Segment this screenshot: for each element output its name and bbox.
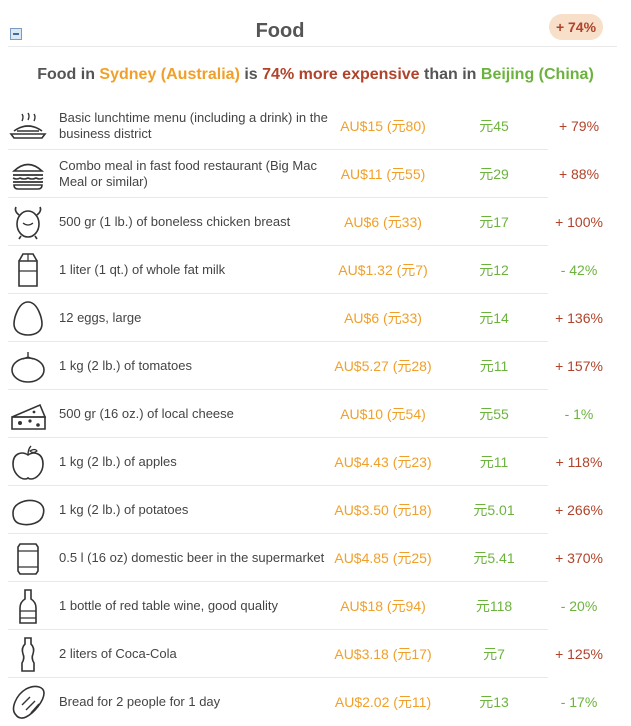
price-table: Basic lunchtime menu (including a drink)…: [0, 102, 631, 725]
price-difference: + 370%: [548, 534, 610, 581]
item-label[interactable]: 500 gr (1 lb.) of boneless chicken breas…: [59, 198, 329, 245]
comparison-summary: Food in Sydney (Australia) is 74% more e…: [0, 66, 631, 84]
table-row: 1 kg (2 lb.) of apples AU$4.43 (元23) 元11 + …: [8, 438, 548, 486]
item-label[interactable]: Combo meal in fast food restaurant (Big …: [59, 150, 329, 197]
table-row: 500 gr (1 lb.) of boneless chicken breas…: [8, 198, 548, 246]
table-row: Combo meal in fast food restaurant (Big …: [8, 150, 548, 198]
price-sydney: AU$3.50 (元18): [325, 486, 441, 533]
price-sydney: AU$11 (元55): [325, 150, 441, 197]
item-label[interactable]: Bread for 2 people for 1 day: [59, 678, 329, 725]
item-label[interactable]: 1 bottle of red table wine, good quality: [59, 582, 329, 629]
beer-can-icon: [8, 539, 48, 577]
item-label[interactable]: Basic lunchtime menu (including a drink)…: [59, 102, 329, 149]
item-label[interactable]: 2 liters of Coca-Cola: [59, 630, 329, 677]
price-sydney: AU$18 (元94): [325, 582, 441, 629]
tomato-icon: [8, 347, 48, 385]
table-row: Basic lunchtime menu (including a drink)…: [8, 102, 548, 150]
page-title: Food: [0, 20, 560, 43]
price-beijing: 元29: [447, 150, 541, 197]
table-row: 1 kg (2 lb.) of tomatoes AU$5.27 (元28) 元11…: [8, 342, 548, 390]
price-difference: + 136%: [548, 294, 610, 341]
price-difference: + 88%: [548, 150, 610, 197]
price-sydney: AU$6 (元33): [325, 294, 441, 341]
price-beijing: 元55: [447, 390, 541, 437]
table-row: 0.5 l (16 oz) domestic beer in the super…: [8, 534, 548, 582]
lunch-plate-icon: [8, 107, 48, 145]
price-difference: - 1%: [548, 390, 610, 437]
price-beijing: 元45: [447, 102, 541, 149]
price-sydney: AU$3.18 (元17): [325, 630, 441, 677]
item-label[interactable]: 12 eggs, large: [59, 294, 329, 341]
price-beijing: 元7: [447, 630, 541, 677]
item-label[interactable]: 1 liter (1 qt.) of whole fat milk: [59, 246, 329, 293]
price-sydney: AU$10 (元54): [325, 390, 441, 437]
price-difference: + 157%: [548, 342, 610, 389]
divider: [8, 46, 617, 47]
price-sydney: AU$1.32 (元7): [325, 246, 441, 293]
price-beijing: 元5.01: [447, 486, 541, 533]
price-sydney: AU$4.43 (元23): [325, 438, 441, 485]
summary-than: than in: [420, 66, 481, 83]
price-sydney: AU$6 (元33): [325, 198, 441, 245]
item-label[interactable]: 1 kg (2 lb.) of tomatoes: [59, 342, 329, 389]
item-label[interactable]: 1 kg (2 lb.) of apples: [59, 438, 329, 485]
price-beijing: 元11: [447, 438, 541, 485]
burger-icon: [8, 155, 48, 193]
item-label[interactable]: 0.5 l (16 oz) domestic beer in the super…: [59, 534, 329, 581]
summary-percent: 74% more expensive: [262, 66, 419, 83]
egg-icon: [8, 299, 48, 337]
table-row: 2 liters of Coca-Cola AU$3.18 (元17) 元7 + 12…: [8, 630, 548, 678]
price-beijing: 元17: [447, 198, 541, 245]
price-beijing: 元13: [447, 678, 541, 725]
price-beijing: 元12: [447, 246, 541, 293]
price-sydney: AU$5.27 (元28): [325, 342, 441, 389]
table-row: Bread for 2 people for 1 day AU$2.02 (元11…: [8, 678, 548, 725]
price-difference: - 42%: [548, 246, 610, 293]
table-row: 12 eggs, large AU$6 (元33) 元14 + 136%: [8, 294, 548, 342]
price-difference: + 118%: [548, 438, 610, 485]
price-difference: + 125%: [548, 630, 610, 677]
summary-prefix: Food in: [37, 66, 99, 83]
summary-city-1[interactable]: Sydney (Australia): [99, 66, 239, 83]
apple-icon: [8, 443, 48, 481]
bread-icon: [8, 683, 48, 721]
summary-city-2[interactable]: Beijing (China): [481, 66, 594, 83]
price-beijing: 元11: [447, 342, 541, 389]
percent-badge: + 74%: [549, 14, 603, 40]
price-difference: - 20%: [548, 582, 610, 629]
chicken-icon: [8, 203, 48, 241]
item-label[interactable]: 500 gr (16 oz.) of local cheese: [59, 390, 329, 437]
price-sydney: AU$4.85 (元25): [325, 534, 441, 581]
table-row: 1 bottle of red table wine, good quality…: [8, 582, 548, 630]
price-difference: - 17%: [548, 678, 610, 725]
price-sydney: AU$15 (元80): [325, 102, 441, 149]
section-header: Food + 74%: [0, 0, 631, 48]
price-beijing: 元118: [447, 582, 541, 629]
table-row: 1 liter (1 qt.) of whole fat milk AU$1.32…: [8, 246, 548, 294]
price-beijing: 元5.41: [447, 534, 541, 581]
price-sydney: AU$2.02 (元11): [325, 678, 441, 725]
wine-bottle-icon: [8, 587, 48, 625]
price-beijing: 元14: [447, 294, 541, 341]
cheese-icon: [8, 395, 48, 433]
price-difference: + 100%: [548, 198, 610, 245]
price-difference: + 79%: [548, 102, 610, 149]
table-row: 500 gr (16 oz.) of local cheese AU$10 (元5…: [8, 390, 548, 438]
potato-icon: [8, 491, 48, 529]
cola-bottle-icon: [8, 635, 48, 673]
summary-middle: is: [240, 66, 262, 83]
table-row: 1 kg (2 lb.) of potatoes AU$3.50 (元18) 元5.…: [8, 486, 548, 534]
item-label[interactable]: 1 kg (2 lb.) of potatoes: [59, 486, 329, 533]
milk-carton-icon: [8, 251, 48, 289]
price-difference: + 266%: [548, 486, 610, 533]
